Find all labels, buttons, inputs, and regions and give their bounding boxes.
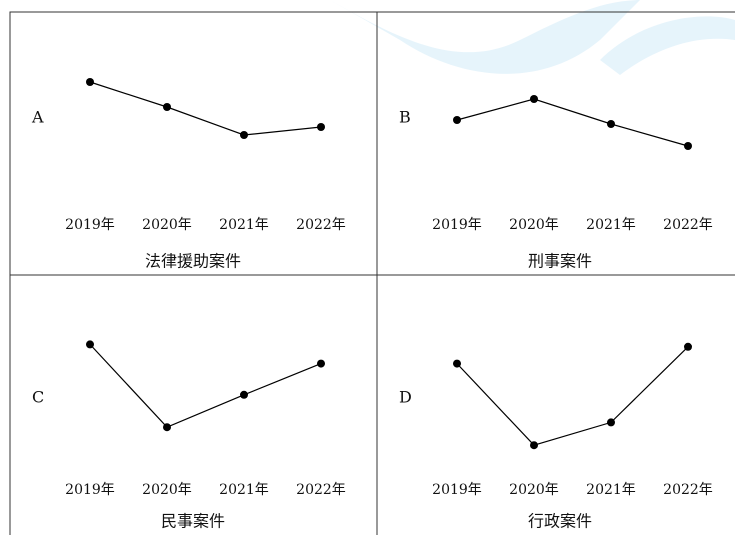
line (456, 346, 689, 446)
watermark (330, 0, 640, 74)
line (456, 98, 689, 147)
point (240, 131, 248, 139)
chart-title: 行政案件 (528, 512, 592, 531)
panel-label: D (399, 388, 412, 407)
panel-label: C (32, 388, 44, 407)
x-tick-label: 2019年 (65, 217, 115, 233)
point (684, 142, 692, 150)
point (86, 340, 94, 349)
x-tick-label: 2022年 (296, 217, 346, 233)
x-tick-label: 2020年 (509, 217, 559, 233)
point (86, 78, 94, 86)
point (163, 423, 171, 432)
chart-title: 刑事案件 (528, 252, 592, 271)
x-tick-label: 2019年 (432, 217, 482, 233)
point (530, 441, 538, 450)
point (317, 123, 325, 131)
panel-label: A (31, 108, 44, 127)
x-tick-label: 2020年 (509, 482, 559, 498)
line (89, 343, 322, 428)
point (163, 103, 171, 111)
point (240, 390, 248, 399)
x-tick-label: 2019年 (65, 482, 115, 498)
line (89, 81, 322, 136)
x-tick-label: 2021年 (219, 217, 269, 233)
x-tick-label: 2022年 (663, 217, 713, 233)
point (453, 359, 461, 368)
point (453, 116, 461, 124)
point (607, 418, 615, 427)
x-tick-label: 2020年 (142, 482, 192, 498)
point (317, 359, 325, 368)
frame (9, 11, 735, 535)
x-tick-label: 2021年 (586, 217, 636, 233)
x-tick-label: 2021年 (586, 482, 636, 498)
watermark (600, 16, 735, 75)
x-tick-label: 2022年 (296, 482, 346, 498)
x-tick-label: 2021年 (219, 482, 269, 498)
x-tick-label: 2020年 (142, 217, 192, 233)
point (530, 95, 538, 103)
point (684, 342, 692, 351)
point (607, 120, 615, 128)
chart-title: 民事案件 (161, 512, 225, 531)
panel-label: B (399, 108, 411, 127)
x-tick-label: 2022年 (663, 482, 713, 498)
x-tick-label: 2019年 (432, 482, 482, 498)
chart-title: 法律援助案件 (145, 252, 241, 271)
